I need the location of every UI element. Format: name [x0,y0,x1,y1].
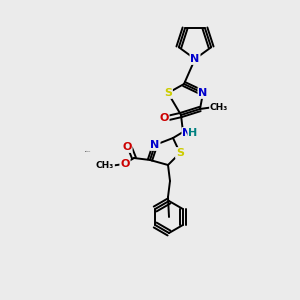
Text: N: N [182,128,192,138]
Text: methyl: methyl [104,165,110,166]
Text: O: O [122,142,132,152]
Text: CH₃: CH₃ [210,103,228,112]
Text: S: S [164,88,172,98]
Text: O: O [120,159,130,169]
Text: methoxy: methoxy [85,151,91,152]
Text: N: N [190,54,200,64]
Text: N: N [198,88,208,98]
Text: N: N [150,140,160,150]
Text: S: S [176,148,184,158]
Text: CH₃: CH₃ [96,161,114,170]
Text: O: O [159,113,169,123]
Text: H: H [188,128,198,138]
